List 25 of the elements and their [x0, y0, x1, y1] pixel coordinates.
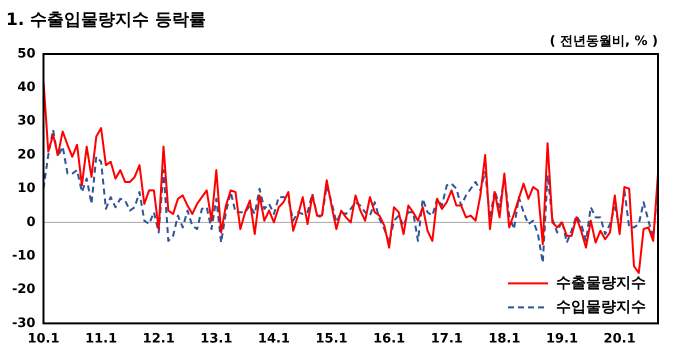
y-tick-label: 0 — [26, 214, 36, 230]
x-tick-label: 11.1 — [85, 332, 118, 347]
x-tick-label: 18.1 — [488, 332, 520, 347]
legend-label: 수출물량지수 — [556, 273, 646, 292]
y-tick-label: -20 — [12, 282, 36, 298]
x-tick-label: 14.1 — [258, 332, 290, 347]
chart-title: 1. 수출입물량지수 등락률 — [6, 9, 206, 31]
legend-label: 수입물량지수 — [556, 297, 646, 316]
y-axis-title: ( 전년동월비, % ) — [550, 33, 658, 50]
x-tick-label: 16.1 — [373, 332, 406, 347]
y-tick-label: 50 — [17, 46, 36, 62]
y-tick-label: -10 — [12, 248, 36, 264]
x-tick-label: 13.1 — [200, 332, 232, 347]
x-tick-label: 17.1 — [430, 332, 463, 347]
x-tick-label: 12.1 — [142, 332, 175, 347]
y-tick-label: 30 — [17, 114, 36, 129]
y-tick-label: 20 — [17, 147, 36, 162]
x-tick-label: 19.1 — [546, 332, 578, 347]
x-tick-label: 20.1 — [604, 332, 636, 347]
x-tick-label: 15.1 — [316, 332, 348, 347]
y-tick-label: -30 — [12, 316, 36, 331]
y-tick-label: 40 — [17, 80, 36, 96]
x-tick-label: 10.1 — [27, 332, 60, 347]
line-series — [42, 128, 659, 264]
y-tick-label: 10 — [17, 181, 36, 196]
